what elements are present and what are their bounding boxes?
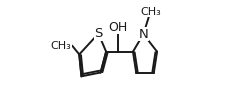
Text: CH₃: CH₃ (51, 41, 71, 51)
Text: CH₃: CH₃ (140, 7, 161, 17)
Text: N: N (139, 28, 148, 41)
Text: OH: OH (109, 21, 128, 34)
Text: S: S (94, 27, 103, 40)
